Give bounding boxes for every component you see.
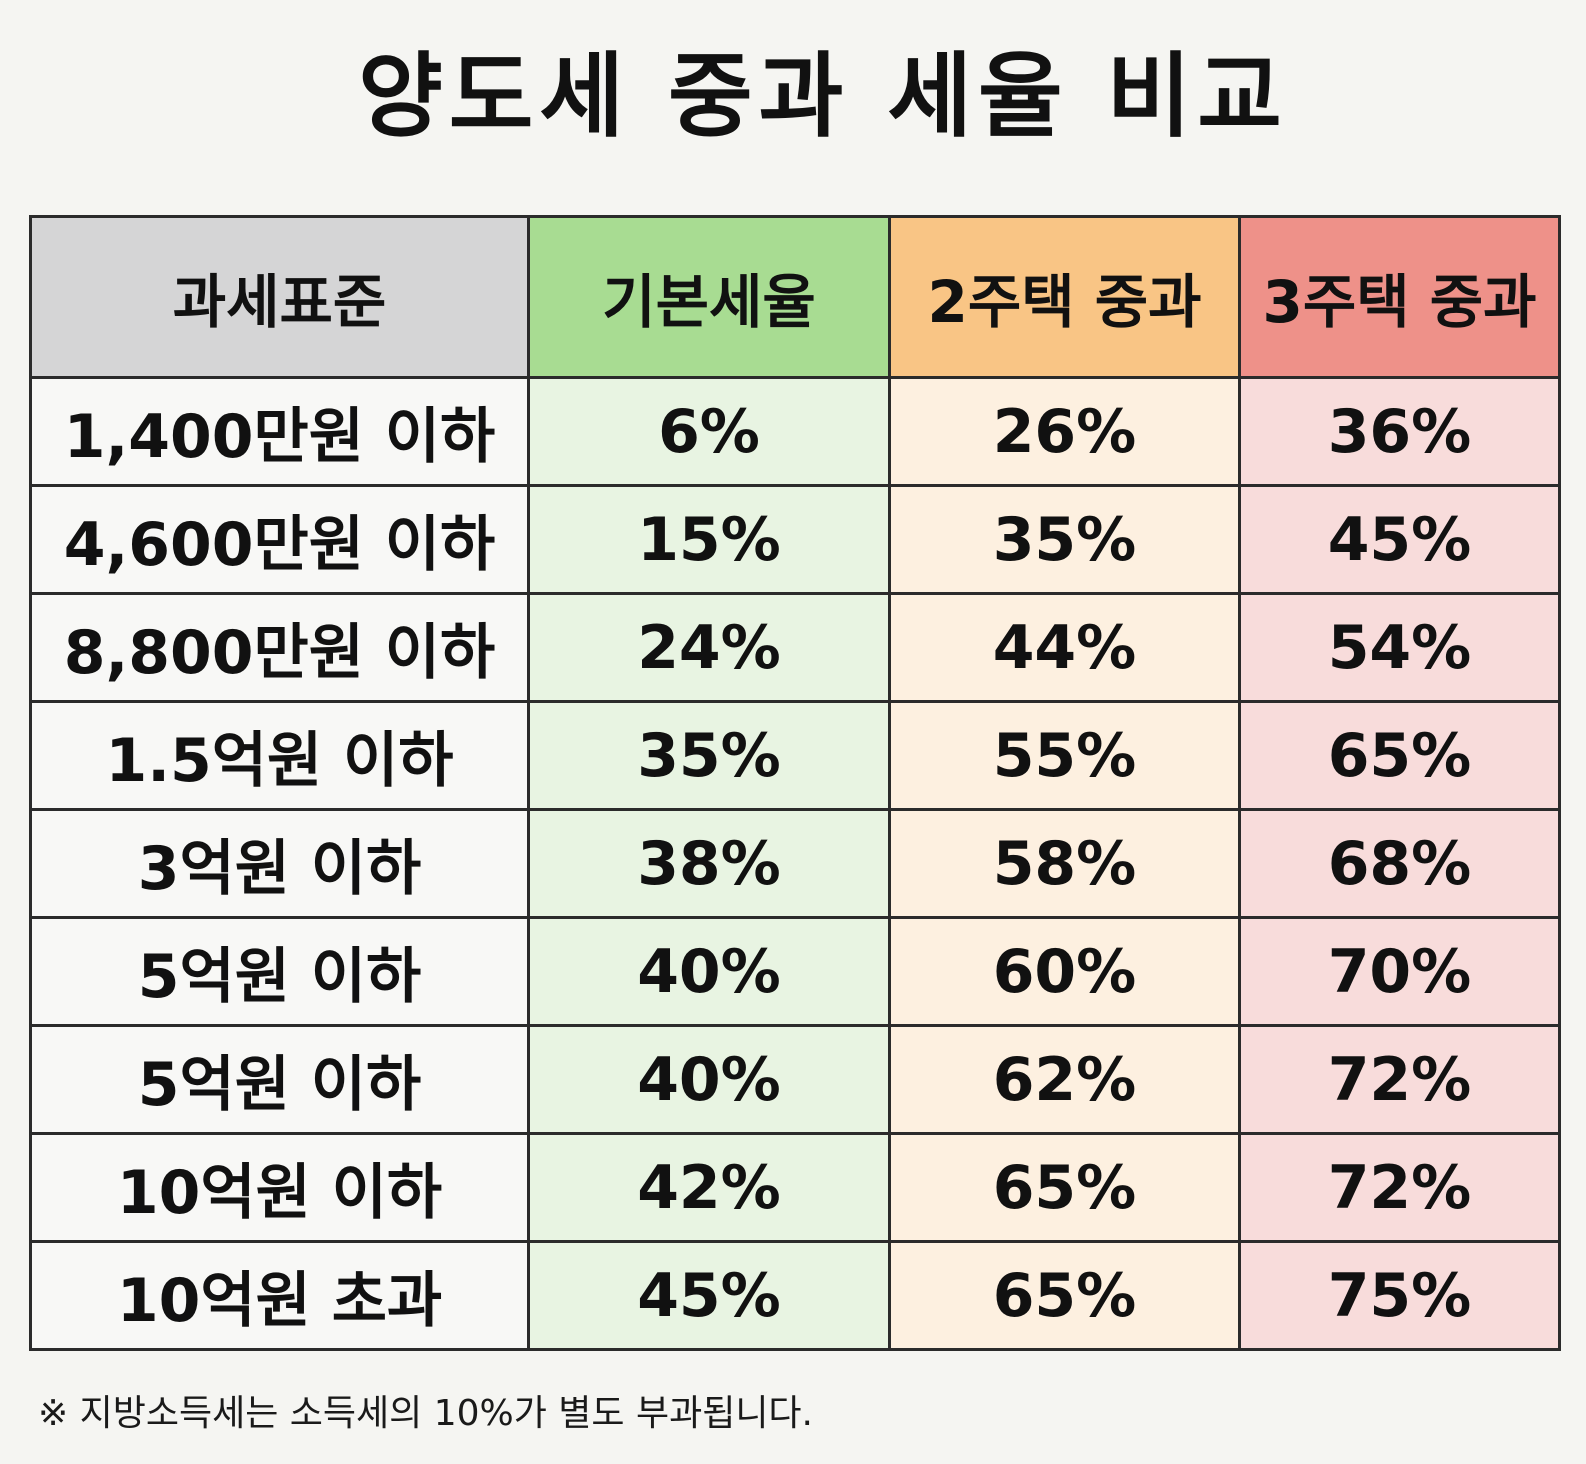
tax-rate-table: 과세표준 기본세율 2주택 중과 3주택 중과 1,400만원 이하 6% 26% 3… bbox=[29, 215, 1561, 1351]
cell-basic-rate: 15% bbox=[527, 484, 891, 595]
cell-basic-rate: 24% bbox=[527, 592, 891, 703]
cell-tax-base: 1.5억원 이하 bbox=[29, 700, 530, 811]
cell-tax-base: 1,400만원 이하 bbox=[29, 376, 530, 487]
cell-basic-rate: 45% bbox=[527, 1240, 891, 1351]
cell-tax-base: 10억원 이하 bbox=[29, 1132, 530, 1243]
table-row: 3억원 이하 38% 58% 68% bbox=[29, 808, 1561, 919]
cell-three-house-rate: 36% bbox=[1238, 376, 1561, 487]
cell-basic-rate: 38% bbox=[527, 808, 891, 919]
cell-two-house-rate: 65% bbox=[888, 1240, 1241, 1351]
table-row: 8,800만원 이하 24% 44% 54% bbox=[29, 592, 1561, 703]
cell-three-house-rate: 75% bbox=[1238, 1240, 1561, 1351]
cell-two-house-rate: 55% bbox=[888, 700, 1241, 811]
cell-tax-base: 4,600만원 이하 bbox=[29, 484, 530, 595]
table-row: 10억원 이하 42% 65% 72% bbox=[29, 1132, 1561, 1243]
cell-three-house-rate: 54% bbox=[1238, 592, 1561, 703]
cell-two-house-rate: 62% bbox=[888, 1024, 1241, 1135]
table-row: 1.5억원 이하 35% 55% 65% bbox=[29, 700, 1561, 811]
cell-basic-rate: 42% bbox=[527, 1132, 891, 1243]
table-body: 1,400만원 이하 6% 26% 36% 4,600만원 이하 15% 35% 45% 8,8… bbox=[29, 376, 1561, 1351]
page-title: 양도세 중과 세율 비교 bbox=[358, 43, 1288, 150]
cell-basic-rate: 6% bbox=[527, 376, 891, 487]
table-row: 10억원 초과 45% 65% 75% bbox=[29, 1240, 1561, 1351]
table-row: 5억원 이하 40% 60% 70% bbox=[29, 916, 1561, 1027]
table-row: 5억원 이하 40% 62% 72% bbox=[29, 1024, 1561, 1135]
cell-basic-rate: 40% bbox=[527, 1024, 891, 1135]
cell-tax-base: 3억원 이하 bbox=[29, 808, 530, 919]
cell-three-house-rate: 45% bbox=[1238, 484, 1561, 595]
footnote: ※ 지방소득세는 소득세의 10%가 별도 부과됩니다. bbox=[38, 1393, 814, 1434]
cell-two-house-rate: 26% bbox=[888, 376, 1241, 487]
cell-three-house-rate: 72% bbox=[1238, 1024, 1561, 1135]
cell-tax-base: 5억원 이하 bbox=[29, 916, 530, 1027]
header-tax-base: 과세표준 bbox=[29, 215, 530, 379]
cell-basic-rate: 35% bbox=[527, 700, 891, 811]
cell-three-house-rate: 68% bbox=[1238, 808, 1561, 919]
cell-two-house-rate: 60% bbox=[888, 916, 1241, 1027]
table-row: 1,400만원 이하 6% 26% 36% bbox=[29, 376, 1561, 487]
cell-three-house-rate: 72% bbox=[1238, 1132, 1561, 1243]
header-basic-rate: 기본세율 bbox=[527, 215, 891, 379]
cell-tax-base: 8,800만원 이하 bbox=[29, 592, 530, 703]
cell-tax-base: 5억원 이하 bbox=[29, 1024, 530, 1135]
table-row: 4,600만원 이하 15% 35% 45% bbox=[29, 484, 1561, 595]
header-two-house-surcharge: 2주택 중과 bbox=[888, 215, 1241, 379]
cell-tax-base: 10억원 초과 bbox=[29, 1240, 530, 1351]
cell-two-house-rate: 65% bbox=[888, 1132, 1241, 1243]
cell-three-house-rate: 70% bbox=[1238, 916, 1561, 1027]
cell-basic-rate: 40% bbox=[527, 916, 891, 1027]
cell-two-house-rate: 35% bbox=[888, 484, 1241, 595]
cell-two-house-rate: 44% bbox=[888, 592, 1241, 703]
cell-two-house-rate: 58% bbox=[888, 808, 1241, 919]
table-header-row: 과세표준 기본세율 2주택 중과 3주택 중과 bbox=[29, 215, 1561, 379]
header-three-house-surcharge: 3주택 중과 bbox=[1238, 215, 1561, 379]
cell-three-house-rate: 65% bbox=[1238, 700, 1561, 811]
